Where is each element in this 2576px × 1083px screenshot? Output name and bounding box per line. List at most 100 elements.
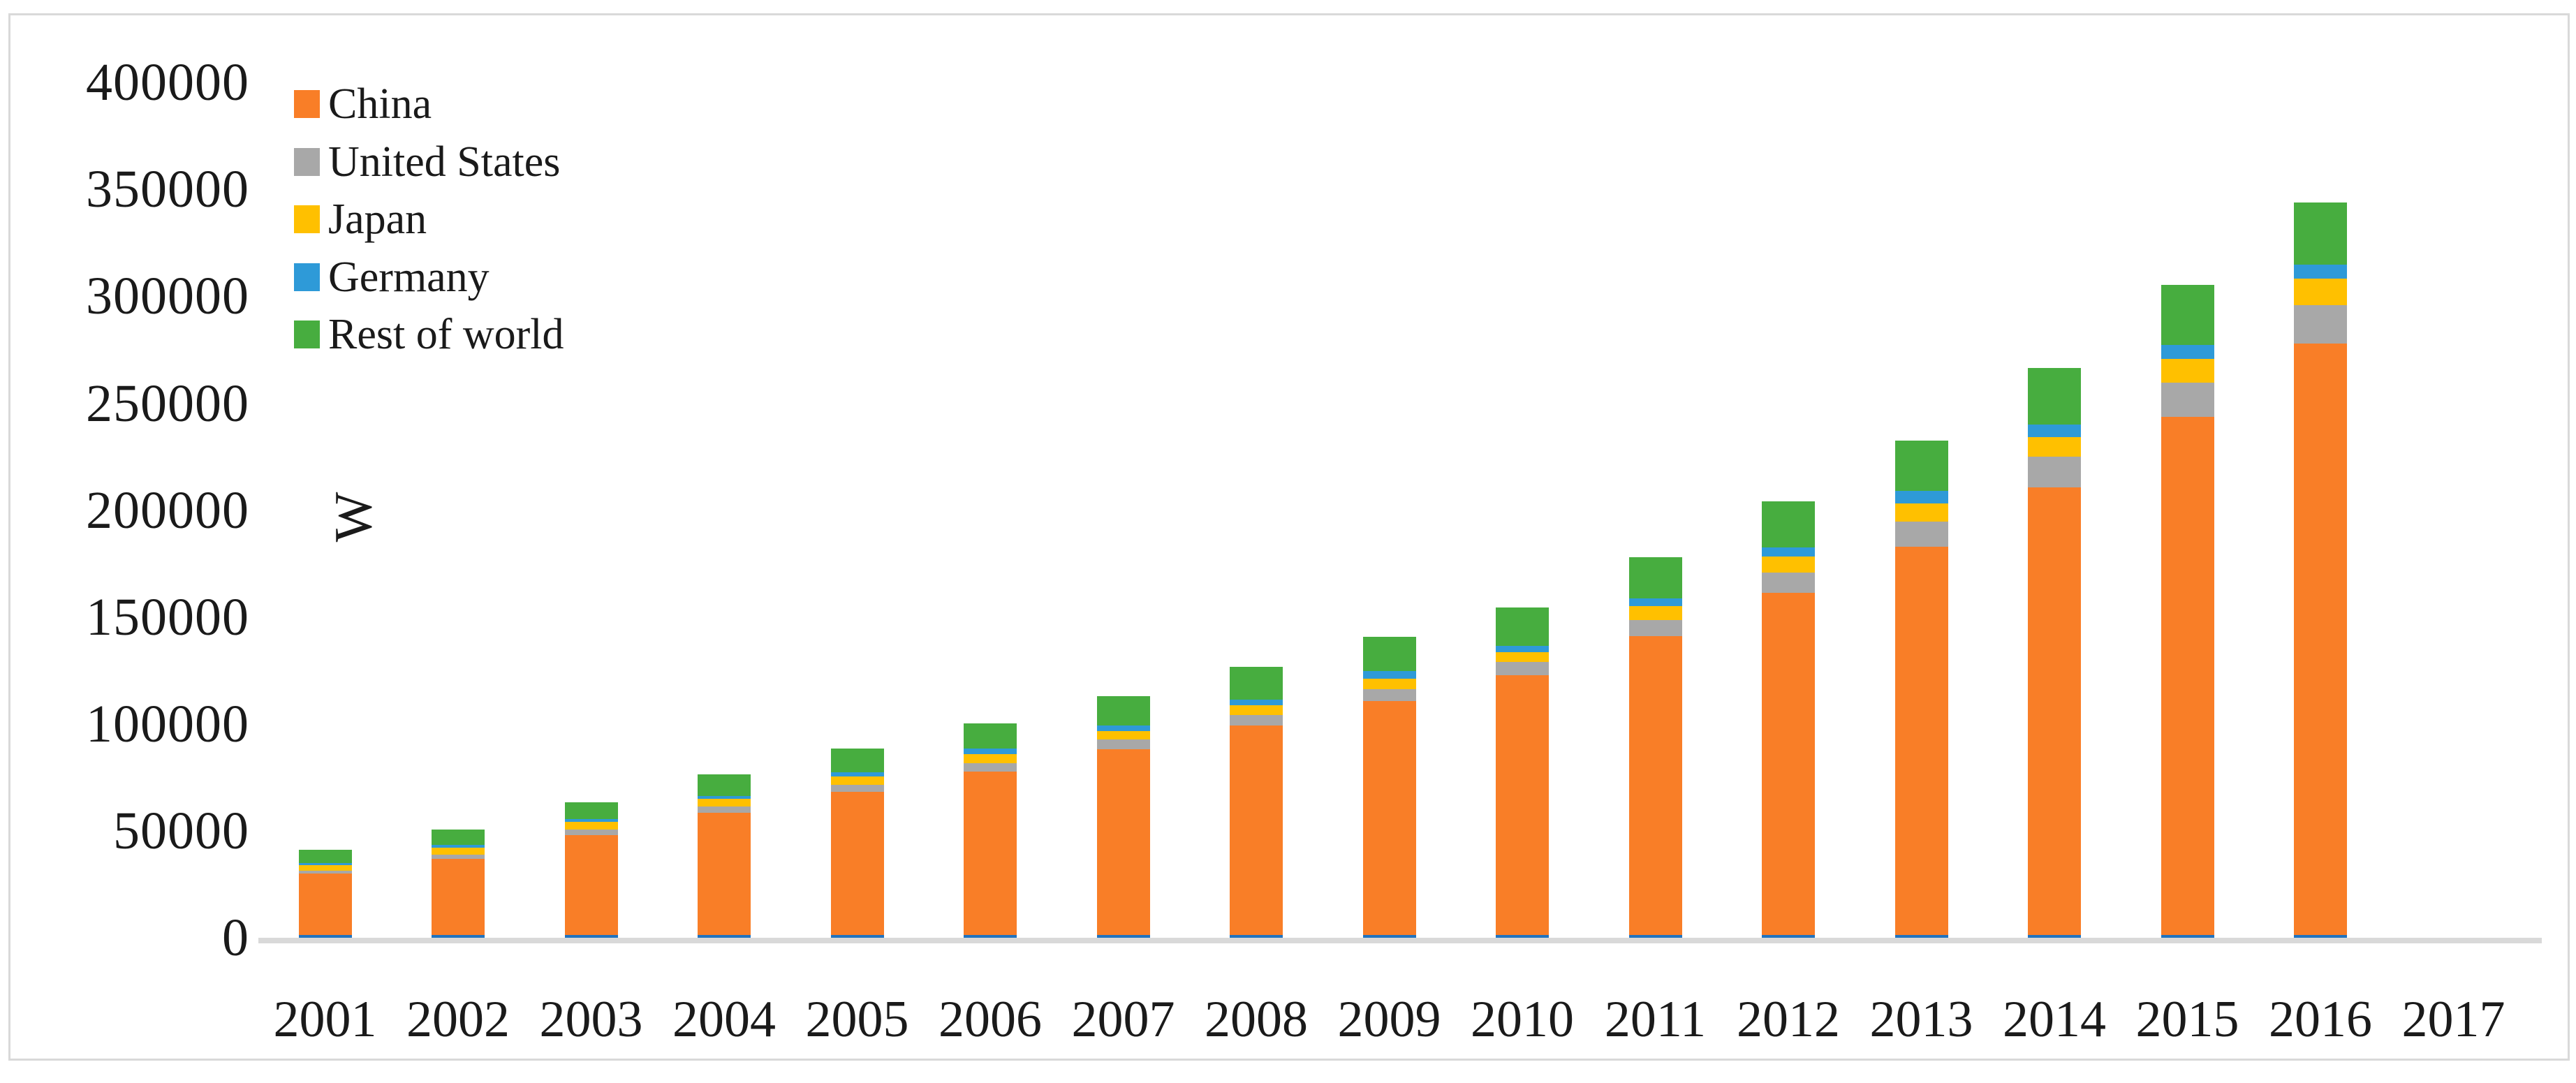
- bar-segment-china: [1894, 546, 1948, 938]
- bar-segment-germany: [964, 749, 1017, 754]
- bar-segment-japan: [1362, 679, 1416, 689]
- bar-segment-united-states: [432, 854, 485, 859]
- y-tick-label: 400000: [86, 53, 249, 112]
- x-axis-year-label: 2010: [1471, 991, 1574, 1048]
- legend-swatch-icon: [294, 205, 320, 233]
- bar-segment-germany: [432, 844, 485, 848]
- bar-segment-rest-of-world: [2294, 202, 2347, 265]
- bar-baseline-strip: [1894, 935, 1948, 938]
- y-tick-label: 200000: [86, 480, 249, 540]
- bar-segment-japan: [698, 799, 751, 807]
- bar-segment-germany: [830, 772, 884, 776]
- y-tick-label: 0: [222, 908, 249, 967]
- legend-label: China: [328, 80, 432, 128]
- x-axis-year-label: 2013: [1869, 991, 1973, 1048]
- bar-segment-rest-of-world: [564, 802, 618, 820]
- y-tick-label: 100000: [86, 694, 249, 753]
- bar-segment-china: [432, 858, 485, 938]
- bar-segment-united-states: [2028, 457, 2081, 488]
- bar-segment-japan: [2161, 358, 2214, 383]
- y-tick-label: 50000: [113, 801, 249, 860]
- x-axis-year-label: 2005: [805, 991, 909, 1048]
- bar-segment-united-states: [1762, 572, 1815, 593]
- bar-baseline-strip: [1230, 935, 1283, 938]
- x-axis-year-label: 2006: [939, 991, 1042, 1048]
- bar-segment-rest-of-world: [1628, 557, 1682, 598]
- x-axis-year-label: 2009: [1337, 991, 1441, 1048]
- bar-baseline-strip: [698, 935, 751, 938]
- legend-item-rest-of-world: Rest of world: [294, 313, 564, 356]
- bar-baseline-strip: [830, 935, 884, 938]
- bar-segment-china: [1362, 700, 1416, 938]
- bar-segment-japan: [1096, 730, 1150, 739]
- bar-segment-united-states: [1096, 739, 1150, 749]
- bar-segment-rest-of-world: [298, 849, 352, 863]
- bar-segment-japan: [830, 776, 884, 785]
- bar-segment-united-states: [2161, 383, 2214, 418]
- legend-swatch-icon: [294, 147, 320, 176]
- bar-segment-germany: [298, 862, 352, 865]
- x-axis-year-label: 2008: [1205, 991, 1308, 1048]
- bar-segment-china: [1496, 675, 1549, 938]
- legend-swatch-icon: [294, 263, 320, 291]
- legend-label: Rest of world: [328, 311, 564, 358]
- bar-segment-germany: [698, 795, 751, 800]
- bar-baseline-strip: [2028, 935, 2081, 938]
- bar-baseline-strip: [1096, 935, 1150, 938]
- x-axis-year-label: 2012: [1737, 991, 1840, 1048]
- bar-segment-japan: [1894, 503, 1948, 522]
- bar-segment-united-states: [2294, 304, 2347, 344]
- bar-segment-china: [2028, 487, 2081, 938]
- x-axis-line: [258, 938, 2542, 943]
- y-tick-label: 350000: [86, 160, 249, 219]
- x-axis-year-label: 2015: [2135, 991, 2239, 1048]
- bar-segment-germany: [1762, 547, 1815, 557]
- bar-segment-rest-of-world: [1496, 607, 1549, 646]
- bar-segment-rest-of-world: [964, 723, 1017, 749]
- bar-segment-japan: [1628, 605, 1682, 620]
- bar-segment-japan: [2028, 436, 2081, 457]
- bar-segment-rest-of-world: [1230, 666, 1283, 700]
- bar-baseline-strip: [298, 935, 352, 938]
- bar-baseline-strip: [564, 935, 618, 938]
- bar-baseline-strip: [1362, 935, 1416, 938]
- x-axis-year-label: 2017: [2401, 991, 2505, 1048]
- bar-segment-rest-of-world: [1362, 637, 1416, 672]
- y-tick-label: 300000: [86, 267, 249, 326]
- bar-segment-germany: [1894, 490, 1948, 504]
- bar-segment-united-states: [964, 762, 1017, 772]
- bar-baseline-strip: [1628, 935, 1682, 938]
- bar-segment-china: [1628, 635, 1682, 938]
- x-axis-year-label: 2007: [1071, 991, 1175, 1048]
- bar-segment-rest-of-world: [432, 830, 485, 845]
- bar-baseline-strip: [432, 935, 485, 938]
- x-axis-year-label: 2004: [672, 991, 776, 1048]
- bar-segment-rest-of-world: [2161, 285, 2214, 345]
- y-tick-label: 150000: [86, 587, 249, 647]
- x-axis-year-label: 2003: [539, 991, 643, 1048]
- bar-segment-united-states: [1230, 714, 1283, 725]
- bar-segment-japan: [1496, 651, 1549, 662]
- legend-label: United States: [328, 138, 561, 186]
- y-tick-label: 250000: [86, 374, 249, 433]
- bar-segment-germany: [2294, 264, 2347, 279]
- x-axis-year-label: 2016: [2269, 991, 2372, 1048]
- bar-baseline-strip: [964, 935, 1017, 938]
- bar-segment-rest-of-world: [1894, 441, 1948, 491]
- bar-segment-united-states: [298, 870, 352, 874]
- legend-item-japan: Japan: [294, 198, 427, 241]
- bar-segment-china: [2294, 343, 2347, 938]
- bar-segment-japan: [432, 847, 485, 855]
- bar-segment-rest-of-world: [830, 748, 884, 772]
- bar-segment-china: [830, 791, 884, 938]
- bar-segment-japan: [564, 822, 618, 830]
- bar-segment-germany: [1230, 699, 1283, 705]
- bar-segment-china: [1230, 725, 1283, 938]
- bar-segment-japan: [964, 753, 1017, 763]
- bar-segment-germany: [2161, 344, 2214, 359]
- bar-segment-japan: [1230, 705, 1283, 715]
- bar-segment-united-states: [830, 784, 884, 792]
- bar-segment-united-states: [1628, 619, 1682, 636]
